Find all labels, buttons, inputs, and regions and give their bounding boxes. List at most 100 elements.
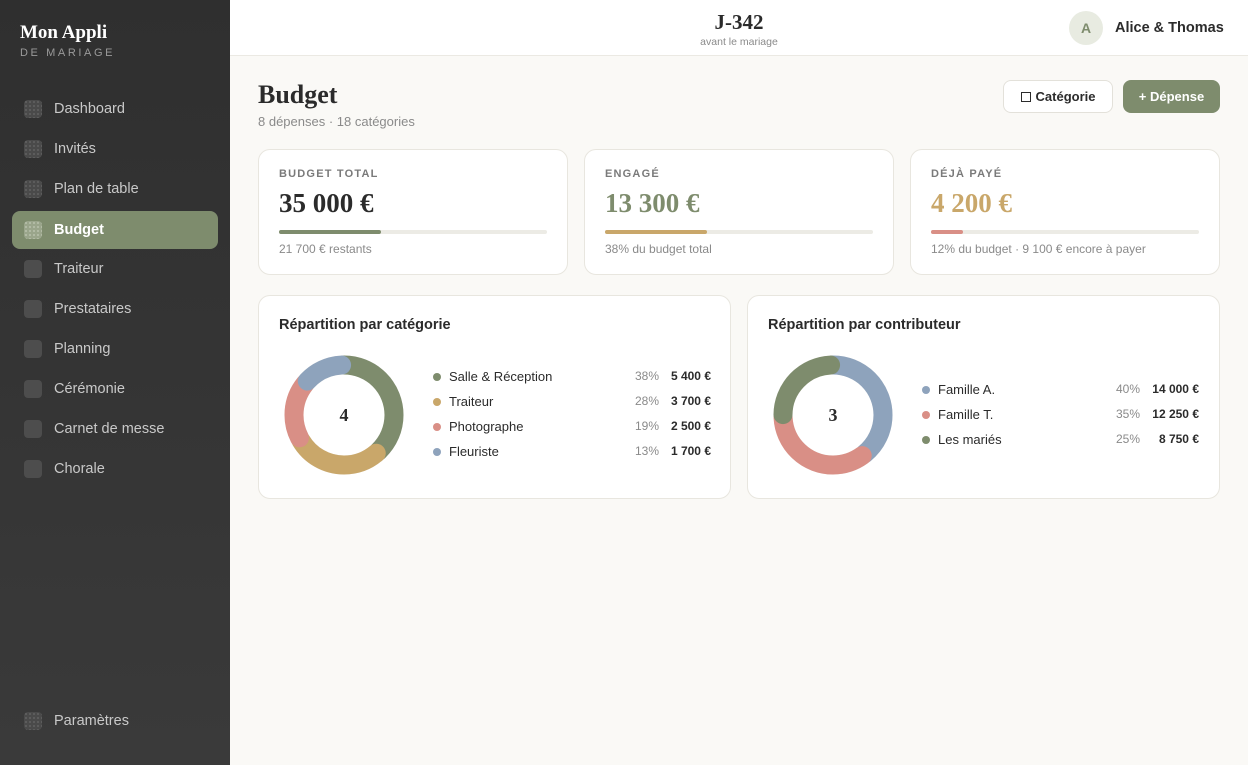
category-donut-chart: 4 [284, 355, 404, 475]
legend-dot [433, 373, 441, 381]
legend-percent: 25% [1115, 432, 1140, 446]
legend-amount: 2 500 € [670, 419, 711, 433]
legend-name: Famille A. [938, 382, 996, 397]
category-breakdown-card: Répartition par catégorie 4 Salle & Réce… [258, 295, 731, 499]
brand-name: Mon Appli [20, 22, 108, 43]
progress-fill [931, 230, 964, 234]
top-bar: J-342 avant le mariage A Alice & Thomas [230, 0, 1248, 56]
stat-label: DÉJÀ PAYÉ [931, 168, 1003, 180]
brand-subtitle: DE MARIAGE [20, 47, 116, 59]
progress-track [605, 230, 873, 234]
guests-icon [24, 140, 42, 158]
legend-percent: 13% [634, 444, 659, 458]
stat-value: 35 000 € [279, 188, 374, 218]
legend-dot [922, 386, 930, 394]
avatar[interactable]: A [1069, 11, 1103, 45]
brand-logo[interactable]: Mon Appli DE MARIAGE [20, 22, 115, 59]
add-category-label: Catégorie [1035, 89, 1096, 104]
progress-fill [605, 230, 707, 234]
vendors-icon [24, 300, 42, 318]
legend-amount: 3 700 € [670, 394, 711, 408]
add-expense-button[interactable]: + Dépense [1123, 80, 1220, 113]
sidebar-item-traiteur[interactable]: Traiteur [12, 250, 218, 288]
booklet-icon [24, 420, 42, 438]
legend-item: Famille T. 35% 12 250 € [922, 405, 1199, 425]
progress-track [931, 230, 1199, 234]
sidebar-item-ceremonie[interactable]: Cérémonie [12, 370, 218, 408]
add-category-button[interactable]: Catégorie [1003, 80, 1113, 113]
stat-note: 38% du budget total [605, 242, 712, 256]
table-plan-icon [24, 180, 42, 198]
sidebar-item-carnet-de-messe[interactable]: Carnet de messe [12, 410, 218, 448]
choir-icon [24, 460, 42, 478]
sidebar-item-dashboard[interactable]: Dashboard [12, 90, 218, 128]
legend-percent: 38% [634, 369, 659, 383]
chart-title: Répartition par contributeur [768, 317, 961, 333]
legend-name: Photographe [449, 419, 524, 434]
calendar-icon [24, 340, 42, 358]
chart-title: Répartition par catégorie [279, 317, 451, 333]
donut-segment [284, 355, 404, 475]
settings-icon [24, 712, 42, 730]
ceremony-icon [24, 380, 42, 398]
legend-item: Salle & Réception 38% 5 400 € [433, 367, 711, 387]
sidebar-item-label: Cérémonie [54, 381, 125, 397]
user-name[interactable]: Alice & Thomas [1115, 20, 1224, 36]
legend-name: Fleuriste [449, 444, 499, 459]
stat-value: 4 200 € [931, 188, 1012, 218]
sidebar-item-label: Dashboard [54, 101, 125, 117]
legend-amount: 14 000 € [1152, 382, 1199, 396]
donut-segment [284, 355, 404, 475]
sidebar-item-invites[interactable]: Invités [12, 130, 218, 168]
sidebar-item-budget[interactable]: Budget [12, 211, 218, 249]
progress-track [279, 230, 547, 234]
legend-name: Traiteur [449, 394, 494, 409]
legend-percent: 28% [634, 394, 659, 408]
sidebar-item-label: Planning [54, 341, 111, 357]
stat-note: 12% du budget · 9 100 € encore à payer [931, 242, 1146, 256]
stat-note: 21 700 € restants [279, 242, 372, 256]
donut-segment [284, 355, 404, 475]
sidebar-item-chorale[interactable]: Chorale [12, 450, 218, 488]
sidebar-item-label: Traiteur [54, 261, 104, 277]
legend-dot [922, 436, 930, 444]
legend-amount: 12 250 € [1152, 407, 1199, 421]
sidebar-item-label: Paramètres [54, 713, 129, 729]
stat-label: BUDGET TOTAL [279, 168, 379, 180]
progress-fill [279, 230, 381, 234]
stat-value: 13 300 € [605, 188, 700, 218]
legend-item: Fleuriste 13% 1 700 € [433, 442, 711, 462]
legend-amount: 1 700 € [670, 444, 711, 458]
legend-amount: 5 400 € [670, 369, 711, 383]
sidebar-item-plan-de-table[interactable]: Plan de table [12, 170, 218, 208]
sidebar-item-prestataires[interactable]: Prestataires [12, 290, 218, 328]
legend-item: Photographe 19% 2 500 € [433, 417, 711, 437]
catering-icon [24, 260, 42, 278]
legend-amount: 8 750 € [1158, 432, 1199, 446]
legend-item: Famille A. 40% 14 000 € [922, 380, 1199, 400]
legend-name: Famille T. [938, 407, 994, 422]
stat-label: ENGAGÉ [605, 168, 660, 180]
sidebar-item-label: Budget [54, 222, 104, 238]
legend-name: Salle & Réception [449, 369, 553, 384]
donut-center-count: 4 [340, 405, 349, 425]
budget-icon [24, 221, 42, 239]
legend-percent: 35% [1115, 407, 1140, 421]
stat-card-budget-total: BUDGET TOTAL 35 000 € 21 700 € restants [258, 149, 568, 275]
sidebar-item-label: Plan de table [54, 181, 139, 197]
legend-item: Traiteur 28% 3 700 € [433, 392, 711, 412]
stat-card-deja-paye: DÉJÀ PAYÉ 4 200 € 12% du budget · 9 100 … [910, 149, 1220, 275]
legend-percent: 40% [1115, 382, 1140, 396]
stat-card-engage: ENGAGÉ 13 300 € 38% du budget total [584, 149, 894, 275]
sidebar: Mon Appli DE MARIAGE Dashboard Invités P… [0, 0, 230, 765]
legend-name: Les mariés [938, 432, 1002, 447]
legend-dot [922, 411, 930, 419]
sidebar-item-parametres[interactable]: Paramètres [12, 702, 218, 740]
legend-dot [433, 448, 441, 456]
legend-percent: 19% [634, 419, 659, 433]
dashboard-icon [24, 100, 42, 118]
sidebar-item-planning[interactable]: Planning [12, 330, 218, 368]
page-title: Budget [258, 80, 338, 109]
donut-center-count: 3 [829, 405, 838, 425]
legend-dot [433, 423, 441, 431]
